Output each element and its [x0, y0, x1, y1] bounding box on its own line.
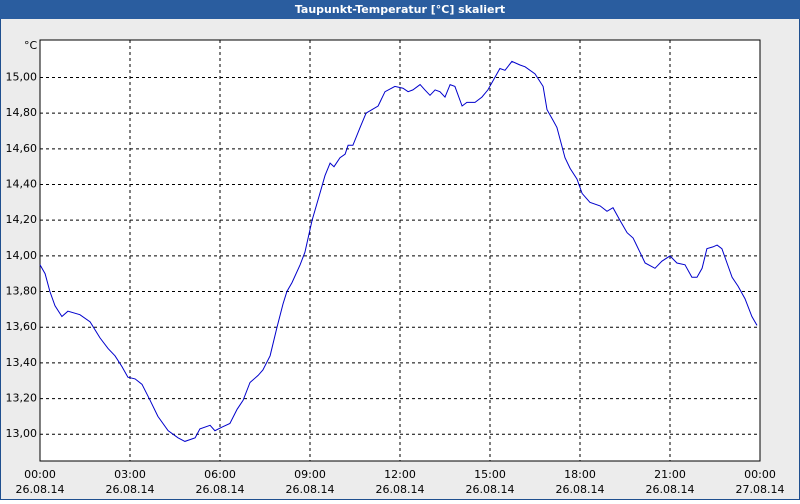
x-tick-date: 26.08.14	[466, 483, 515, 496]
y-tick-label: 14,80	[6, 106, 38, 119]
y-tick-label: 14,00	[6, 249, 38, 262]
x-tick-date: 26.08.14	[16, 483, 65, 496]
x-tick-label: 03:00	[114, 468, 146, 481]
x-tick-date: 26.08.14	[106, 483, 155, 496]
x-tick-label: 06:00	[204, 468, 236, 481]
x-tick-label: 00:00	[744, 468, 776, 481]
x-tick-date: 27.08.14	[736, 483, 785, 496]
x-tick-date: 26.08.14	[196, 483, 245, 496]
y-tick-label: 13,20	[6, 392, 38, 405]
x-tick-date: 26.08.14	[286, 483, 335, 496]
x-tick-label: 12:00	[384, 468, 416, 481]
chart-title: Taupunkt-Temperatur [°C] skaliert	[295, 3, 505, 16]
x-tick-date: 26.08.14	[376, 483, 425, 496]
y-axis-label: °C	[24, 39, 38, 52]
y-tick-label: 13,40	[6, 356, 38, 369]
x-tick-label: 00:00	[24, 468, 56, 481]
y-tick-label: 14,20	[6, 213, 38, 226]
y-tick-label: 14,60	[6, 142, 38, 155]
y-tick-label: 14,40	[6, 177, 38, 190]
x-tick-label: 15:00	[474, 468, 506, 481]
x-tick-label: 09:00	[294, 468, 326, 481]
data-line	[39, 60, 758, 442]
x-tick-label: 18:00	[564, 468, 596, 481]
y-tick-label: 13,60	[6, 320, 38, 333]
x-tick-date: 26.08.14	[646, 483, 695, 496]
y-tick-label: 13,00	[6, 427, 38, 440]
title-bar	[0, 0, 800, 19]
y-tick-label: 13,80	[6, 285, 38, 298]
x-tick-label: 21:00	[654, 468, 686, 481]
x-tick-date: 26.08.14	[556, 483, 605, 496]
y-tick-label: 15,00	[6, 70, 38, 83]
